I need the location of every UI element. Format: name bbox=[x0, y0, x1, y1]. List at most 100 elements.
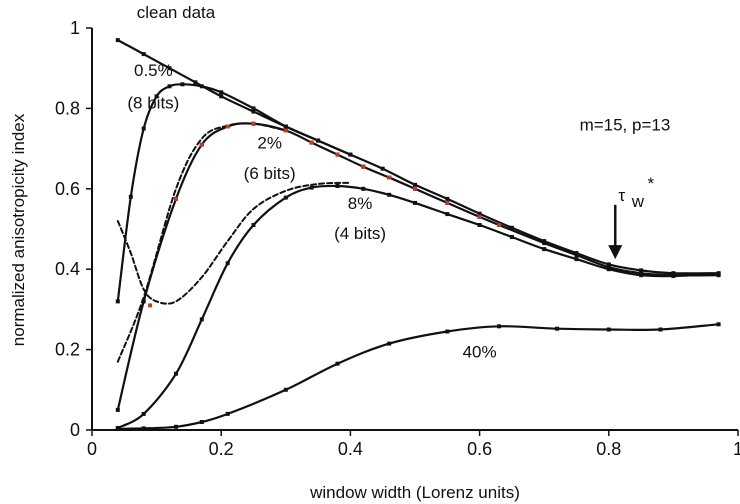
series-4-point bbox=[251, 223, 256, 227]
series-4-point bbox=[542, 247, 547, 252]
series-6-point bbox=[283, 387, 288, 392]
series-6-point bbox=[115, 426, 120, 431]
series-0-point bbox=[219, 94, 224, 99]
annotation-p2b: (6 bits) bbox=[244, 164, 296, 183]
series-0-point bbox=[251, 109, 256, 114]
y-tick-label: 1 bbox=[70, 18, 80, 38]
series-4-point bbox=[606, 267, 611, 272]
series-1-point bbox=[154, 94, 159, 99]
series-1-point bbox=[128, 194, 133, 199]
series-2-line bbox=[116, 122, 720, 411]
series-0-point bbox=[606, 262, 611, 267]
x-tick-label: 0 bbox=[87, 439, 97, 459]
annotation-tau_main: τ bbox=[618, 186, 625, 205]
series-4-point bbox=[445, 212, 450, 217]
series-4-point bbox=[199, 317, 204, 322]
series-4-point bbox=[309, 185, 314, 190]
series-6-point bbox=[716, 322, 721, 327]
red-point bbox=[309, 140, 314, 145]
series-0-point bbox=[193, 80, 198, 85]
x-tick-label: 0.6 bbox=[467, 439, 492, 459]
x-tick-label: 1 bbox=[733, 439, 740, 459]
series-4-point bbox=[639, 273, 644, 278]
series-4-point bbox=[141, 411, 146, 416]
series-4-point bbox=[574, 257, 579, 262]
series-1-point bbox=[141, 126, 146, 131]
series-4-line bbox=[116, 184, 720, 430]
series-6-point bbox=[387, 341, 392, 346]
series-0-point bbox=[509, 225, 514, 230]
series-1-point bbox=[316, 138, 321, 143]
series-0-point bbox=[639, 268, 644, 273]
annotation-p05: 0.5% bbox=[134, 61, 173, 80]
series-6-point bbox=[555, 326, 560, 331]
y-tick-label: 0.8 bbox=[55, 98, 80, 118]
y-axis-label: normalized anisotropicity index bbox=[9, 113, 28, 346]
series-1-point bbox=[180, 82, 185, 87]
annotation-tau_sub: w bbox=[631, 192, 645, 211]
series-0-point bbox=[141, 52, 146, 57]
series-0-line bbox=[116, 39, 720, 275]
red-point bbox=[413, 186, 417, 191]
red-point bbox=[497, 223, 501, 227]
y-tick-label: 0.2 bbox=[55, 340, 80, 360]
series-4-point bbox=[716, 272, 721, 276]
tau-arrow-head bbox=[608, 245, 623, 260]
annotation-p05b: (8 bits) bbox=[127, 93, 179, 112]
x-tick-label: 0.4 bbox=[338, 439, 363, 459]
series-0-point bbox=[413, 182, 417, 187]
series-0-point bbox=[167, 66, 172, 71]
series-6-point bbox=[335, 361, 340, 366]
red-point bbox=[174, 196, 178, 201]
series-6-point bbox=[141, 426, 146, 431]
red-point bbox=[251, 121, 256, 126]
red-point bbox=[225, 124, 230, 129]
annotation-clean: clean data bbox=[137, 3, 216, 22]
y-tick-label: 0 bbox=[70, 420, 80, 440]
series-4-point bbox=[361, 186, 366, 191]
series-6-point bbox=[199, 420, 204, 424]
series-0-point bbox=[115, 38, 120, 43]
series-0-point bbox=[380, 166, 385, 171]
y-tick-label: 0.4 bbox=[55, 259, 80, 279]
x-axis-label: window width (Lorenz units) bbox=[309, 483, 520, 502]
series-1-point bbox=[199, 84, 204, 89]
series-1-point bbox=[348, 152, 353, 157]
red-point bbox=[445, 200, 450, 205]
red-point bbox=[387, 175, 392, 180]
annotation-p8b: (4 bits) bbox=[334, 224, 386, 243]
x-tick-label: 0.2 bbox=[209, 439, 234, 459]
series-2-point bbox=[141, 299, 146, 304]
series-4-point bbox=[671, 274, 676, 278]
series-6-point bbox=[658, 327, 663, 332]
series-4-point bbox=[283, 195, 288, 200]
red-point bbox=[148, 303, 153, 308]
red-point bbox=[477, 214, 482, 219]
annotation-p2: 2% bbox=[257, 134, 282, 153]
annotation-tau_sup: * bbox=[647, 174, 654, 193]
series-5-line bbox=[116, 181, 352, 305]
series-4-point bbox=[413, 200, 417, 205]
red-point bbox=[335, 152, 340, 157]
series-6-point bbox=[606, 327, 611, 332]
series-2-point bbox=[542, 241, 547, 246]
series-6-point bbox=[225, 411, 230, 416]
red-point bbox=[199, 142, 204, 147]
red-point bbox=[361, 164, 366, 169]
series-0-point bbox=[445, 196, 450, 201]
series-4-point bbox=[335, 184, 340, 188]
series-1-point bbox=[283, 124, 288, 129]
series-4-point bbox=[509, 235, 514, 239]
x-tick-label: 0.8 bbox=[596, 439, 621, 459]
series-1-point bbox=[115, 299, 120, 304]
y-tick-label: 0.6 bbox=[55, 179, 80, 199]
series-6-point bbox=[497, 324, 501, 329]
red-point bbox=[283, 128, 288, 133]
series-3-line bbox=[116, 122, 287, 363]
axes: 0 0.2 0.4 0.6 0.8 1 0 0.2 0.4 0.6 0.8 1 bbox=[55, 18, 740, 459]
series-4-point bbox=[477, 223, 482, 227]
series-6-point bbox=[445, 329, 450, 334]
marker-layer bbox=[115, 38, 721, 431]
series-4-point bbox=[225, 261, 230, 266]
